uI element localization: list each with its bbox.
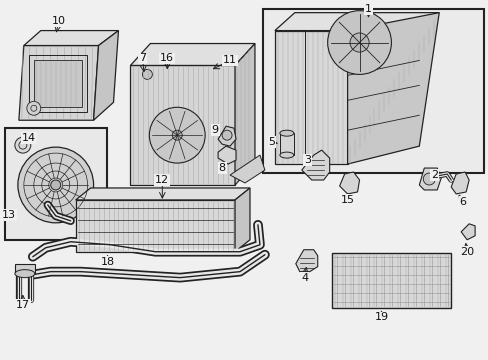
Circle shape	[349, 33, 368, 52]
Polygon shape	[34, 60, 81, 107]
Text: 9: 9	[211, 125, 218, 135]
Polygon shape	[93, 31, 118, 120]
Text: 6: 6	[459, 197, 466, 207]
Polygon shape	[235, 188, 249, 252]
Polygon shape	[347, 13, 438, 164]
Bar	[5, 128, 106, 240]
Polygon shape	[274, 31, 347, 164]
Text: 19: 19	[374, 312, 388, 323]
Circle shape	[18, 147, 93, 223]
Text: 5: 5	[268, 137, 275, 147]
Bar	[263, 9, 483, 173]
Polygon shape	[450, 172, 468, 194]
Polygon shape	[301, 150, 329, 180]
Text: 16: 16	[160, 54, 174, 63]
Circle shape	[423, 173, 434, 185]
Bar	[15, 264, 35, 274]
Text: 2: 2	[430, 170, 437, 180]
Text: 12: 12	[155, 175, 169, 185]
Circle shape	[15, 137, 31, 153]
Polygon shape	[274, 13, 438, 31]
Polygon shape	[138, 60, 156, 87]
Text: 17: 17	[16, 300, 30, 310]
Polygon shape	[339, 172, 359, 194]
Text: 11: 11	[223, 55, 237, 66]
Circle shape	[27, 101, 41, 115]
Bar	[160, 62, 170, 73]
Bar	[331, 253, 450, 307]
Text: 20: 20	[459, 247, 473, 257]
Text: 1: 1	[364, 4, 371, 14]
Ellipse shape	[279, 152, 293, 158]
Polygon shape	[19, 45, 99, 120]
Text: 7: 7	[139, 54, 145, 63]
Bar	[130, 66, 235, 185]
Circle shape	[222, 130, 232, 140]
Text: 8: 8	[218, 163, 225, 173]
Text: 3: 3	[304, 155, 311, 165]
Ellipse shape	[15, 270, 35, 278]
Polygon shape	[76, 188, 249, 200]
Polygon shape	[130, 44, 254, 66]
Text: 10: 10	[52, 15, 65, 26]
Circle shape	[142, 69, 152, 80]
Polygon shape	[218, 126, 236, 146]
Polygon shape	[24, 31, 118, 45]
Circle shape	[172, 130, 182, 140]
Polygon shape	[229, 155, 264, 183]
Circle shape	[51, 180, 61, 190]
Text: 15: 15	[340, 195, 354, 205]
Bar	[279, 133, 293, 155]
Polygon shape	[460, 224, 474, 240]
Text: 4: 4	[301, 273, 308, 283]
Polygon shape	[218, 146, 236, 164]
Text: 14: 14	[22, 133, 36, 143]
Text: 18: 18	[100, 257, 114, 267]
Polygon shape	[295, 250, 317, 272]
Bar	[76, 200, 235, 252]
Text: 13: 13	[2, 210, 16, 220]
Ellipse shape	[279, 130, 293, 136]
Polygon shape	[419, 168, 440, 190]
Circle shape	[149, 107, 205, 163]
Polygon shape	[235, 44, 254, 185]
Circle shape	[327, 11, 390, 75]
